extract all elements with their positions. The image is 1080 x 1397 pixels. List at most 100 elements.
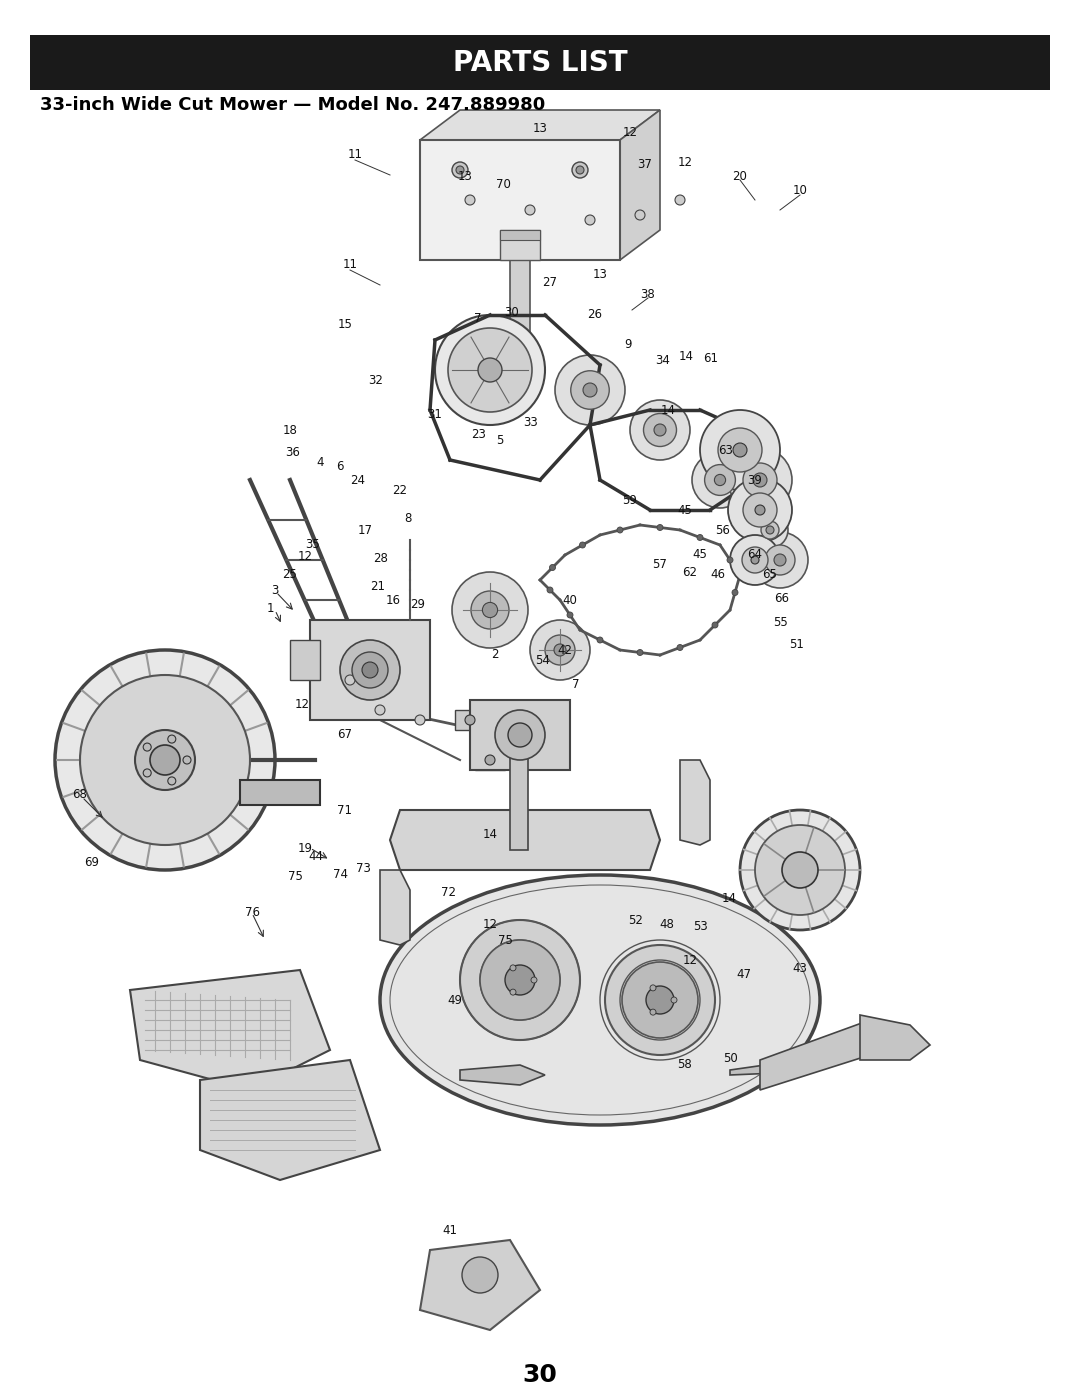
Circle shape (755, 504, 765, 515)
Circle shape (362, 662, 378, 678)
Text: 11: 11 (342, 258, 357, 271)
Text: 65: 65 (762, 569, 778, 581)
Polygon shape (860, 1016, 930, 1060)
Circle shape (646, 986, 674, 1014)
Circle shape (572, 162, 588, 177)
Circle shape (510, 965, 516, 971)
Circle shape (525, 205, 535, 215)
Text: 72: 72 (442, 886, 457, 898)
Circle shape (150, 745, 180, 775)
Text: 12: 12 (297, 549, 312, 563)
Polygon shape (420, 1241, 540, 1330)
Bar (30, 35, 1050, 89)
Circle shape (637, 650, 643, 655)
Polygon shape (460, 1065, 545, 1085)
Text: 14: 14 (661, 404, 675, 416)
Circle shape (752, 511, 788, 548)
Text: 12: 12 (683, 954, 698, 967)
Text: 44: 44 (309, 851, 324, 863)
Circle shape (761, 521, 779, 539)
Text: 13: 13 (458, 170, 472, 183)
Circle shape (743, 462, 777, 497)
Circle shape (465, 196, 475, 205)
Circle shape (345, 675, 355, 685)
Circle shape (730, 535, 780, 585)
Circle shape (753, 474, 767, 488)
Text: 42: 42 (557, 644, 572, 657)
Circle shape (712, 622, 718, 629)
Circle shape (471, 591, 509, 629)
Text: 19: 19 (297, 841, 312, 855)
Text: 9: 9 (624, 338, 632, 352)
Text: 12: 12 (677, 155, 692, 169)
Circle shape (742, 548, 768, 573)
Text: 36: 36 (285, 446, 300, 458)
Circle shape (415, 715, 426, 725)
Circle shape (483, 602, 498, 617)
Circle shape (80, 675, 249, 845)
Text: 43: 43 (793, 961, 808, 975)
Circle shape (495, 710, 545, 760)
Text: 7: 7 (572, 679, 580, 692)
Polygon shape (680, 760, 710, 845)
Text: 3: 3 (271, 584, 279, 597)
Text: 49: 49 (447, 993, 462, 1006)
Bar (500, 231, 540, 260)
Text: 62: 62 (683, 566, 698, 578)
Circle shape (617, 527, 623, 534)
Circle shape (728, 478, 792, 542)
Text: 21: 21 (370, 580, 386, 592)
Circle shape (167, 777, 176, 785)
Text: 17: 17 (357, 524, 373, 536)
Text: 68: 68 (72, 788, 87, 802)
Text: 63: 63 (718, 443, 733, 457)
Text: 15: 15 (338, 319, 352, 331)
Polygon shape (420, 110, 660, 140)
Text: 55: 55 (772, 616, 787, 629)
Circle shape (485, 754, 495, 766)
Circle shape (727, 557, 733, 563)
Polygon shape (380, 870, 410, 944)
Circle shape (448, 328, 532, 412)
Text: 75: 75 (498, 933, 512, 947)
Circle shape (462, 1257, 498, 1294)
Circle shape (144, 768, 151, 777)
Bar (510, 260, 530, 339)
Text: 24: 24 (351, 474, 365, 486)
Ellipse shape (380, 875, 820, 1125)
Text: 30: 30 (504, 306, 519, 319)
Circle shape (550, 564, 555, 570)
Text: 50: 50 (723, 1052, 738, 1065)
Circle shape (480, 940, 561, 1020)
Text: 1: 1 (267, 602, 273, 615)
Text: 56: 56 (716, 524, 730, 536)
Polygon shape (620, 110, 660, 260)
Circle shape (774, 555, 786, 566)
Circle shape (167, 735, 176, 743)
Circle shape (546, 587, 553, 592)
Circle shape (453, 162, 468, 177)
Bar (420, 140, 620, 260)
Polygon shape (200, 1060, 380, 1180)
Text: 33: 33 (524, 415, 538, 429)
Circle shape (583, 383, 597, 397)
Polygon shape (760, 1020, 900, 1090)
Text: 73: 73 (355, 862, 370, 875)
Text: 38: 38 (640, 289, 656, 302)
Circle shape (525, 725, 535, 735)
Circle shape (183, 756, 191, 764)
Circle shape (505, 965, 535, 995)
Text: 76: 76 (245, 905, 260, 918)
Text: 12: 12 (483, 918, 498, 932)
Text: 14: 14 (678, 349, 693, 362)
Text: 47: 47 (737, 968, 752, 982)
Text: 74: 74 (333, 869, 348, 882)
Text: 13: 13 (532, 122, 548, 134)
Circle shape (644, 414, 676, 447)
Bar (510, 731, 528, 849)
Bar (455, 710, 485, 731)
Text: 28: 28 (374, 552, 389, 564)
Circle shape (697, 535, 703, 541)
Circle shape (677, 644, 683, 651)
Circle shape (740, 810, 860, 930)
